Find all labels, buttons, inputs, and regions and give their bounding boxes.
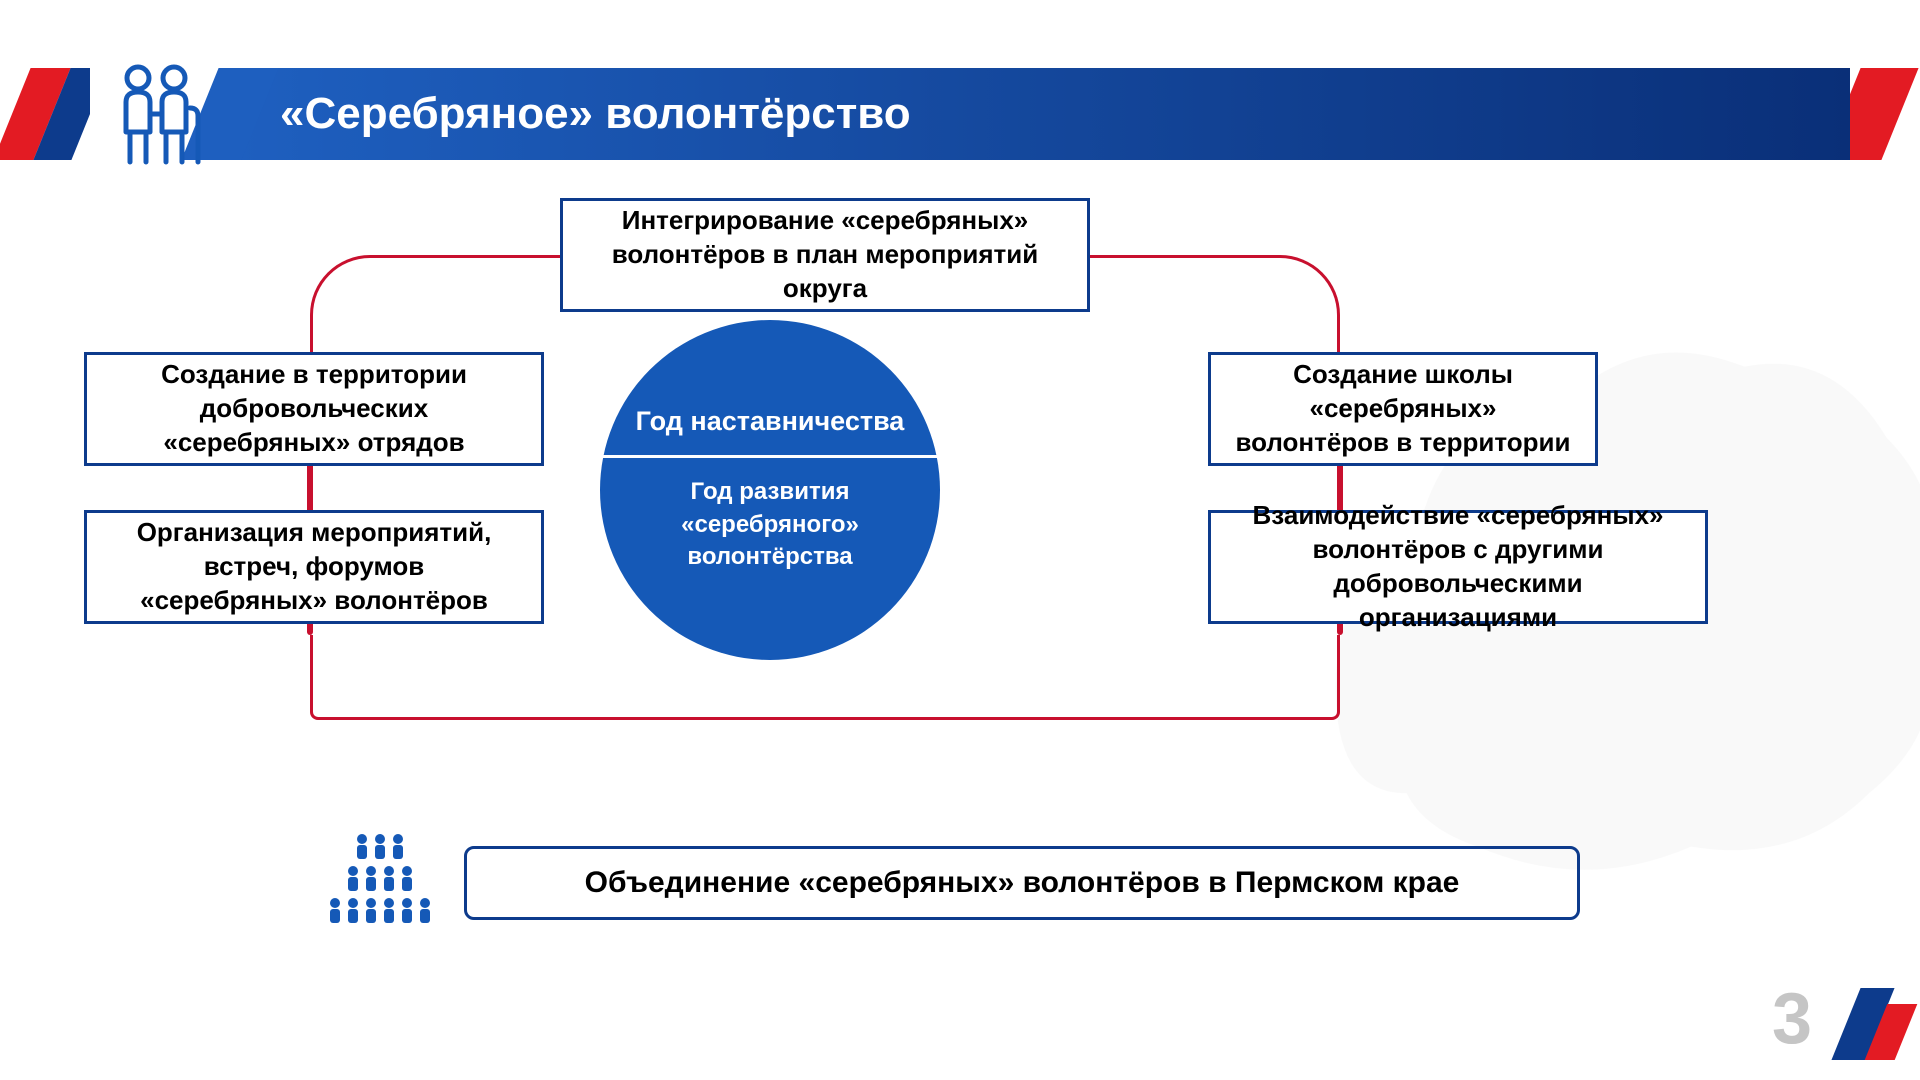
slide: «Серебряное» волонтёрство xyxy=(0,0,1920,1080)
slide-title-text: «Серебряное» волонтёрство xyxy=(280,89,911,139)
slide-title: «Серебряное» волонтёрство xyxy=(240,68,1850,160)
node-bottom-right-text: Взаимодействие «серебряных» волонтёров с… xyxy=(1233,499,1683,634)
node-bottom-right: Взаимодействие «серебряных» волонтёров с… xyxy=(1208,510,1708,624)
elderly-pair-icon xyxy=(108,62,208,166)
center-circle-top: Год наставничества xyxy=(634,406,906,455)
node-bottom-left-text: Организация мероприятий, встреч, форумов… xyxy=(109,516,519,617)
corner-flag xyxy=(1824,982,1900,1060)
footer-row: Объединение «серебряных» волонтёров в Пе… xyxy=(320,828,1580,938)
people-pyramid-icon xyxy=(320,833,440,933)
node-top-left: Создание в территории добровольческих «с… xyxy=(84,352,544,466)
node-top-left-text: Создание в территории добровольческих «с… xyxy=(109,358,519,459)
node-top-right-text: Создание школы «серебряных» волонтёров в… xyxy=(1233,358,1573,459)
page-number: 3 xyxy=(1772,978,1810,1060)
node-bottom-left: Организация мероприятий, встреч, форумов… xyxy=(84,510,544,624)
center-circle: Год наставничества Год развития «серебря… xyxy=(600,320,940,660)
node-top-right: Создание школы «серебряных» волонтёров в… xyxy=(1208,352,1598,466)
footer-text: Объединение «серебряных» волонтёров в Пе… xyxy=(585,866,1460,900)
footer-box: Объединение «серебряных» волонтёров в Пе… xyxy=(464,846,1580,920)
node-top-text: Интегрирование «серебряных» волонтёров в… xyxy=(585,204,1065,305)
node-top: Интегрирование «серебряных» волонтёров в… xyxy=(560,198,1090,312)
center-circle-bottom: Год развития «серебряного» волонтёрства xyxy=(637,458,902,573)
diagram: Интегрирование «серебряных» волонтёров в… xyxy=(0,190,1920,830)
header-band: «Серебряное» волонтёрство xyxy=(0,68,1920,160)
